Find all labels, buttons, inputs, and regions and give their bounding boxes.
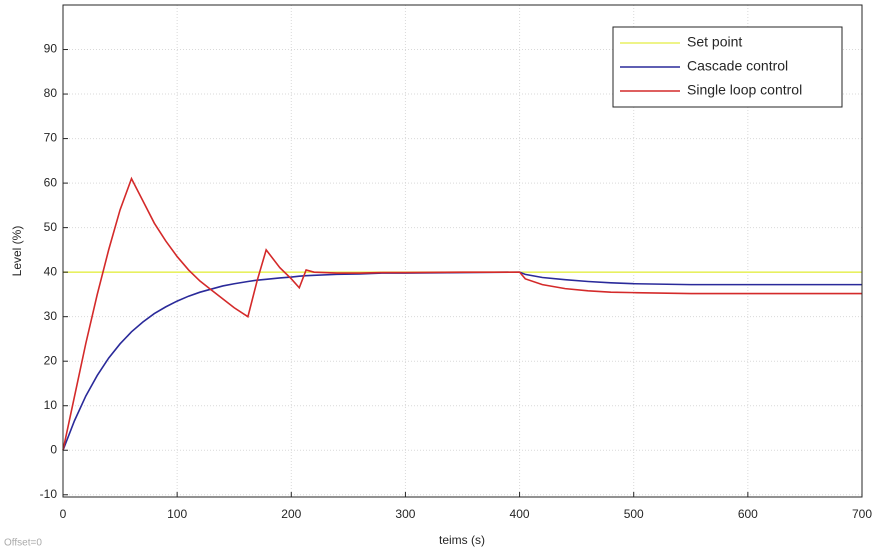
y-tick-label: 30 (44, 309, 58, 323)
y-tick-label: 40 (44, 264, 58, 278)
x-tick-label: 200 (281, 507, 301, 521)
y-tick-label: 10 (44, 398, 58, 412)
note: Offset=0 (4, 538, 42, 549)
y-tick-label: 60 (44, 175, 58, 189)
y-tick-label: 0 (50, 442, 57, 456)
x-tick-label: 100 (167, 507, 187, 521)
y-tick-label: 90 (44, 42, 58, 56)
x-tick-label: 700 (852, 507, 872, 521)
x-tick-label: 400 (510, 507, 530, 521)
series-line (62, 176, 862, 451)
legend-label: Single loop control (687, 82, 802, 98)
y-tick-label: 80 (44, 86, 58, 100)
legend-label: Set point (687, 34, 742, 50)
legend-label: Cascade control (687, 58, 788, 74)
y-tick-label: 70 (44, 131, 58, 145)
x-axis-label: teims (s) (439, 533, 485, 547)
x-tick-label: 0 (60, 507, 67, 521)
y-axis-label: Level (%) (10, 226, 24, 277)
x-tick-label: 600 (738, 507, 758, 521)
y-tick-label: 50 (44, 220, 58, 234)
y-tick-label: -10 (40, 487, 58, 501)
series-line (62, 271, 862, 451)
axes-box (62, 4, 863, 498)
y-tick-label: 20 (44, 353, 58, 367)
x-tick-label: 500 (624, 507, 644, 521)
x-tick-label: 300 (395, 507, 415, 521)
